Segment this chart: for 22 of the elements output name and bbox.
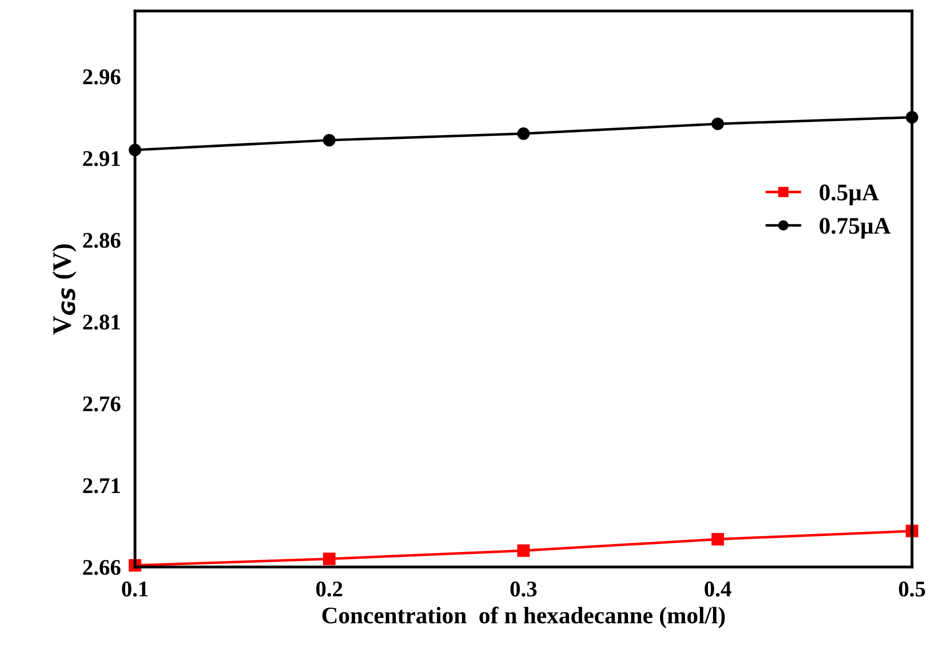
y-tick-label: 2.91 <box>83 151 120 166</box>
point <box>712 532 724 546</box>
legend-label: 0.75µA <box>820 218 891 239</box>
x-tick-label: 0.1 <box>122 582 148 597</box>
point <box>712 118 724 130</box>
y-tick-label: 2.71 <box>83 478 120 494</box>
y-axis-title: V$_{GS}$ (V) <box>52 244 76 335</box>
x-tick-label: 0.4 <box>704 582 732 597</box>
x-tick-label: 0.5 <box>898 582 926 597</box>
point <box>517 544 530 557</box>
y-tick-label: 2.66 <box>83 560 120 576</box>
y-tick-label: 2.76 <box>83 396 120 412</box>
x-tick-label: 0.2 <box>316 582 342 597</box>
y-tick-label: 2.96 <box>83 69 120 84</box>
x-axis-title: Concentration of n hexadecanne (mol/l) <box>322 606 725 628</box>
y-tick-label: 2.86 <box>83 232 120 248</box>
point <box>323 134 336 146</box>
legend-label: 0.5µA <box>820 184 879 206</box>
x-tick-label: 0.3 <box>510 582 537 597</box>
y-tick-label: 2.81 <box>83 314 120 330</box>
point <box>517 127 530 140</box>
point <box>323 552 336 566</box>
